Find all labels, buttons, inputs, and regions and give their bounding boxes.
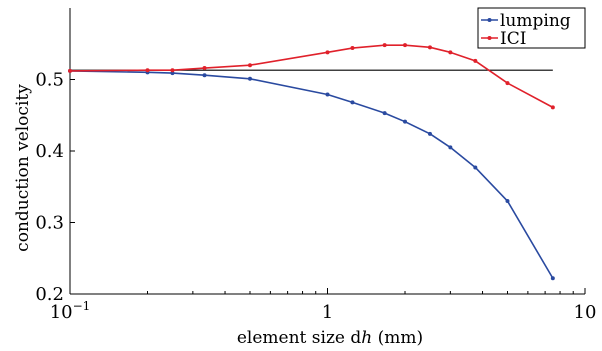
data-point-ici: [505, 81, 510, 86]
data-point-lumping: [427, 131, 432, 136]
data-point-lumping: [350, 100, 355, 105]
data-point-lumping: [325, 92, 330, 97]
legend-marker-ici: [487, 36, 492, 40]
y-tick-label: 0.5: [35, 70, 64, 91]
plot-axes: [69, 8, 586, 295]
data-point-lumping: [505, 199, 510, 204]
data-point-lumping: [247, 76, 252, 81]
data-point-lumping: [403, 119, 408, 124]
data-point-lumping: [550, 276, 555, 281]
legend-box: [477, 7, 586, 49]
data-point-ici: [427, 45, 432, 50]
y-tick-label: 0.3: [35, 213, 64, 234]
data-point-ici: [473, 58, 478, 63]
data-point-ici: [325, 50, 330, 55]
data-point-ici: [550, 105, 555, 110]
data-point-lumping: [382, 111, 387, 116]
data-point-lumping: [202, 73, 207, 78]
x-tick-label: 10: [574, 302, 597, 323]
legend-label-lumping: lumping: [500, 11, 571, 31]
data-point-ici: [382, 43, 387, 48]
y-tick-label: 0.4: [35, 141, 64, 162]
data-point-ici: [448, 50, 453, 55]
series-line-ici: [69, 44, 554, 109]
data-point-lumping: [170, 71, 175, 76]
data-point-ici: [68, 68, 72, 73]
data-point-ici: [350, 46, 355, 51]
data-point-lumping: [473, 165, 478, 170]
y-tick-label: 0.2: [35, 284, 64, 305]
legend-label-ici: ICI: [500, 29, 526, 49]
series-group: [68, 43, 555, 281]
data-point-ici: [170, 68, 175, 73]
tick-labels: 0.2 0.3 0.4 0.5 10−1 1 10: [35, 70, 596, 324]
data-point-ici: [202, 66, 207, 71]
data-point-ici: [145, 68, 150, 73]
data-point-ici: [247, 63, 252, 68]
legend-marker-lumping: [487, 18, 492, 22]
x-axis-label: element size dh (mm): [237, 328, 423, 348]
x-tick-label: 1: [322, 302, 333, 323]
data-point-ici: [403, 43, 408, 48]
y-axis-label: conduction velocity: [13, 84, 33, 252]
data-point-lumping: [448, 145, 453, 150]
x-tick-label: 10−1: [50, 299, 91, 323]
series-line-lumping: [69, 70, 554, 279]
